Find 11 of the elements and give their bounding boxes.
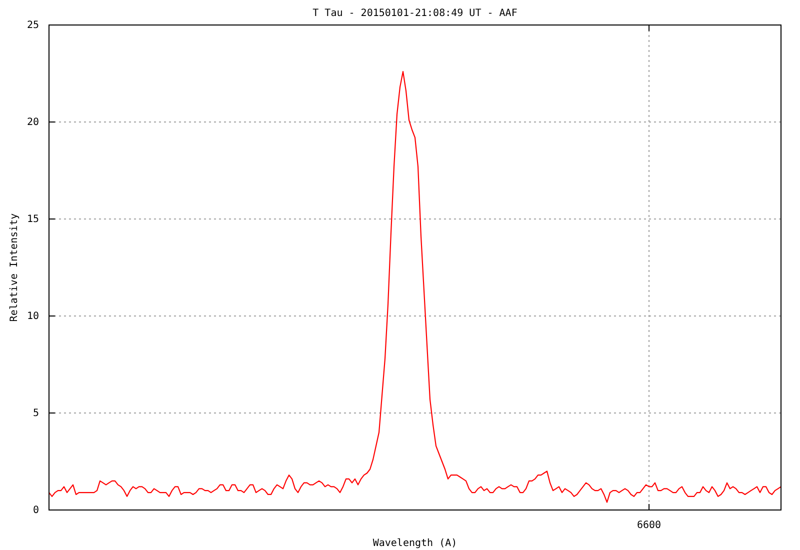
text: 6600	[636, 520, 662, 531]
chart-title: T Tau - 20150101-21:08:49 UT - AAF	[312, 8, 518, 19]
y-tick-label: 25	[26, 20, 39, 32]
x-axis-title: Wavelength (A)	[372, 538, 458, 549]
y-tick-label: 10	[26, 311, 39, 322]
line-series	[48, 71, 782, 503]
y-axis-title: Relative Intensity	[9, 213, 20, 322]
y-tick-label: 0	[32, 505, 39, 516]
y-tick-label: 5	[32, 408, 39, 420]
y-tick-label: 15	[26, 214, 39, 226]
y-tick-label: 20	[26, 117, 39, 128]
